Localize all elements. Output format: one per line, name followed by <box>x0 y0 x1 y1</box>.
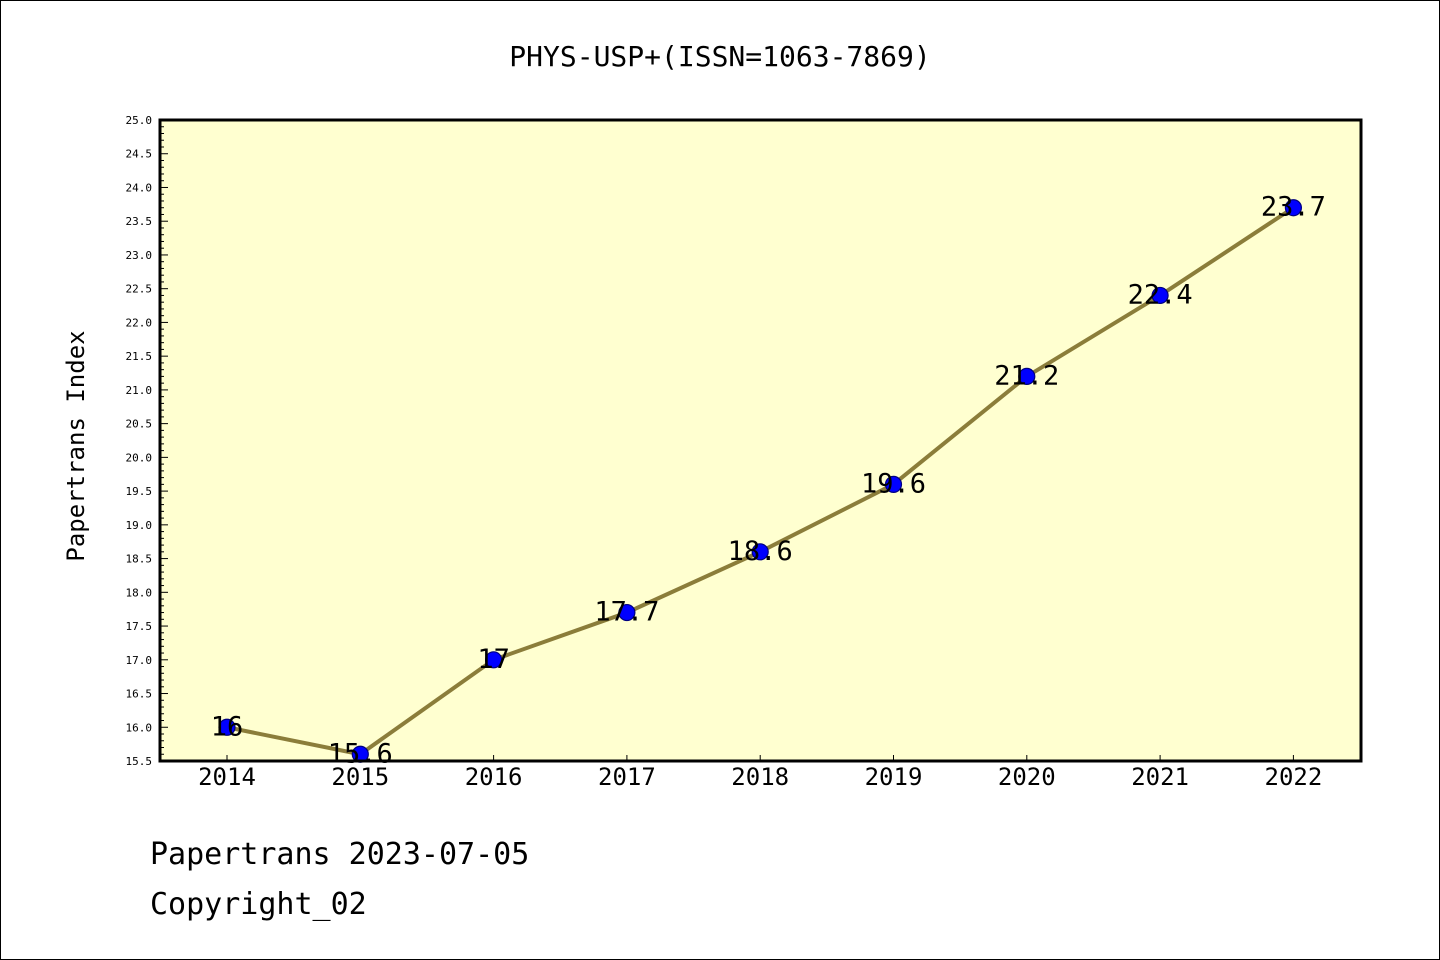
data-point <box>751 543 769 561</box>
y-tick-label: 16.0 <box>126 721 153 734</box>
data-label: 22.4 <box>1128 279 1193 310</box>
y-tick-label: 17.5 <box>126 620 153 633</box>
y-tick-label: 21.5 <box>126 350 153 363</box>
data-points <box>218 199 1303 763</box>
x-tick-label: 2017 <box>598 763 656 791</box>
x-tick-label: 2020 <box>998 763 1056 791</box>
x-tick-label: 2022 <box>1265 763 1323 791</box>
data-label: 19.6 <box>861 468 926 499</box>
x-tick-label: 2021 <box>1131 763 1189 791</box>
y-tick-label: 16.5 <box>126 688 153 701</box>
data-point <box>485 651 503 669</box>
data-label: 18.6 <box>728 536 793 567</box>
data-label: 15.6 <box>328 738 393 769</box>
y-tick-label: 18.0 <box>126 586 153 599</box>
y-tick-label: 21.0 <box>126 384 153 397</box>
y-tick-label: 22.0 <box>126 316 153 329</box>
y-tick-label: 17.0 <box>126 654 153 667</box>
y-tick-label: 19.5 <box>126 485 153 498</box>
data-label: 23.7 <box>1261 192 1326 223</box>
x-tick-label: 2019 <box>865 763 923 791</box>
y-tick-label: 24.5 <box>126 148 153 161</box>
data-label: 21.2 <box>994 360 1059 391</box>
data-labels: 16 15.6 17 17.7 18.6 19.6 21.2 22.4 23.7 <box>211 192 1326 770</box>
footer-copyright: Copyright_02 <box>150 887 367 922</box>
y-tick-label: 23.5 <box>126 215 153 228</box>
data-point <box>1151 286 1169 305</box>
x-tick-label: 2015 <box>331 763 389 791</box>
y-tick-label: 20.5 <box>126 418 153 431</box>
plot-border <box>158 118 1363 763</box>
y-tick-label: 19.0 <box>126 519 153 532</box>
data-point <box>1018 367 1036 385</box>
data-point <box>884 475 903 493</box>
x-tick-label: 2014 <box>198 763 256 791</box>
chart-title: PHYS-USP+(ISSN=1063-7869) <box>509 40 930 73</box>
data-label: 17.7 <box>594 597 659 628</box>
data-point <box>218 718 236 736</box>
data-label: 16 <box>211 711 244 742</box>
y-tick-label: 23.0 <box>126 249 153 262</box>
y-axis: 15.5 16.0 16.5 17.0 17.5 18.0 18.5 19.0 19.5 20.0… <box>126 114 168 768</box>
y-tick-label: 24.0 <box>126 181 153 194</box>
y-tick-label: 15.5 <box>126 755 153 768</box>
y-tick-label: 22.5 <box>126 283 153 296</box>
y-tick-label: 18.5 <box>126 553 153 566</box>
y-tick-label: 20.0 <box>126 451 153 464</box>
data-point <box>618 603 636 622</box>
y-axis-label: Papertrans Index <box>62 330 90 561</box>
footer-date: Papertrans 2023-07-05 <box>150 837 529 872</box>
x-tick-label: 2016 <box>465 763 523 791</box>
plot-area <box>160 120 1361 761</box>
data-label: 17 <box>477 644 510 675</box>
x-tick-label: 2018 <box>731 763 789 791</box>
data-point <box>1284 199 1303 217</box>
y-tick-label: 25.0 <box>126 114 153 127</box>
